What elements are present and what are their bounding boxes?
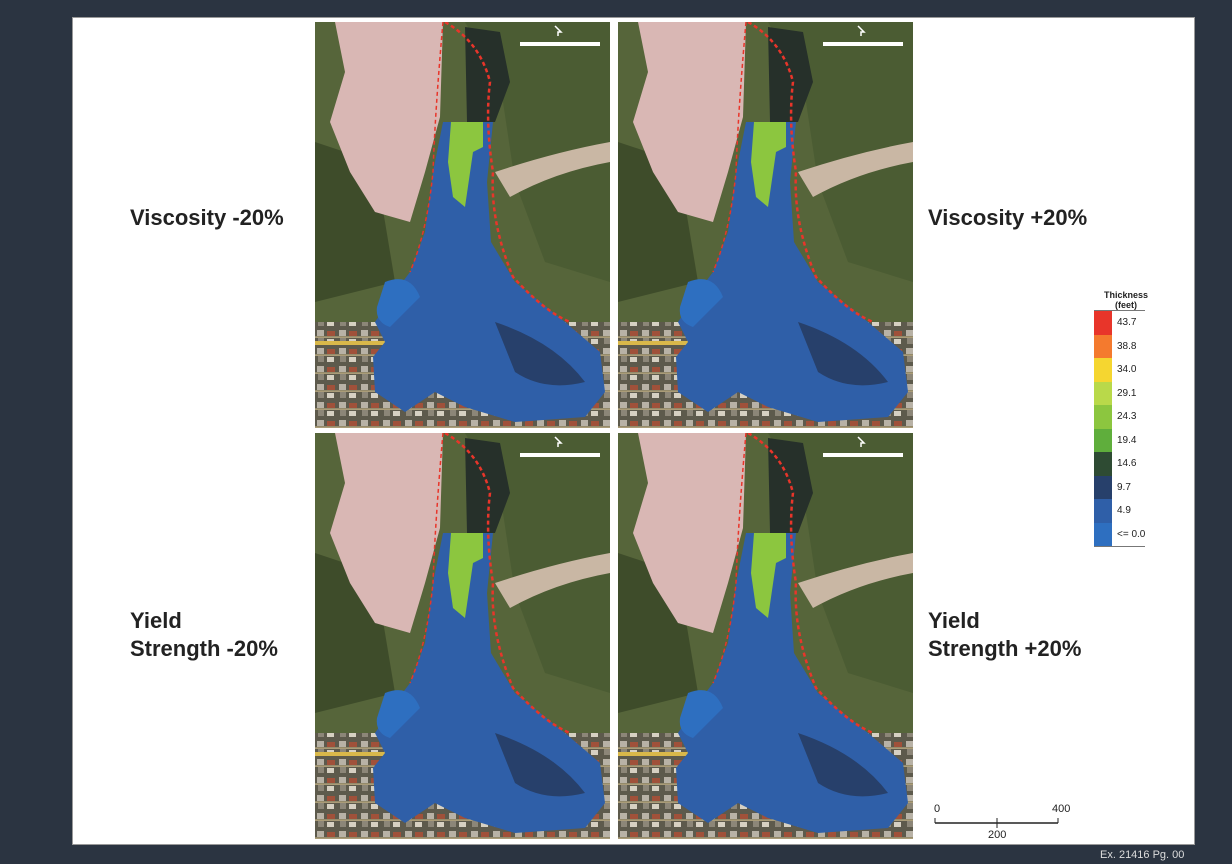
legend-row: 19.4 [1094,429,1145,453]
label-line: Viscosity -20% [130,204,284,232]
legend-label: 9.7 [1117,482,1131,493]
legend-swatch [1094,382,1112,406]
panel-label: Viscosity +20% [928,204,1087,232]
legend-label: 4.9 [1117,505,1131,516]
legend-row: 34.0 [1094,358,1145,382]
map-panel [618,433,913,839]
legend-swatch [1094,523,1112,547]
scale-label: 0 [934,803,940,815]
legend-row: 9.7 [1094,476,1145,500]
label-line: Strength -20% [130,635,278,663]
legend-title: (feet) [1094,300,1158,310]
legend-label: 19.4 [1117,435,1136,446]
legend-row: 38.8 [1094,335,1145,359]
legend-label: 38.8 [1117,341,1136,352]
label-line: Strength +20% [928,635,1081,663]
page: Viscosity -20%Viscosity +20%YieldStrengt… [0,0,1232,864]
legend-swatch [1094,335,1112,359]
label-line: Yield [130,607,278,635]
map-panel [315,22,610,428]
legend-row: 14.6 [1094,452,1145,476]
legend-swatch [1094,499,1112,523]
legend-swatch [1094,476,1112,500]
map-panel [315,433,610,839]
label-line: Viscosity +20% [928,204,1087,232]
legend-swatch [1094,311,1112,335]
label-line: Yield [928,607,1081,635]
legend-swatch [1094,429,1112,453]
legend-label: 24.3 [1117,411,1136,422]
scale-label: 400 [1052,803,1070,815]
legend-row: 29.1 [1094,382,1145,406]
legend-row: <= 0.0 [1094,523,1145,547]
scale-label: 200 [988,829,1006,841]
panel-label: Viscosity -20% [130,204,284,232]
legend-row: 4.9 [1094,499,1145,523]
map-panel [618,22,913,428]
legend-swatch [1094,358,1112,382]
legend-row: 43.7 [1094,311,1145,335]
legend-swatch [1094,405,1112,429]
footer: Ex. 21416 Pg. 00 [1100,849,1184,861]
legend-label: <= 0.0 [1117,529,1145,540]
legend-items: 43.7 38.8 34.0 29.1 24.3 19.4 14.6 9.7 4.9 <= 0.0 [1094,310,1145,547]
legend-row: 24.3 [1094,405,1145,429]
legend-label: 34.0 [1117,364,1136,375]
legend-label: 14.6 [1117,458,1136,469]
legend-label: 29.1 [1117,388,1136,399]
legend-title: Thickness [1094,290,1158,300]
legend-swatch [1094,452,1112,476]
legend-label: 43.7 [1117,317,1136,328]
legend: Thickness (feet) 43.7 38.8 34.0 29.1 24.3 19.… [1094,290,1158,551]
